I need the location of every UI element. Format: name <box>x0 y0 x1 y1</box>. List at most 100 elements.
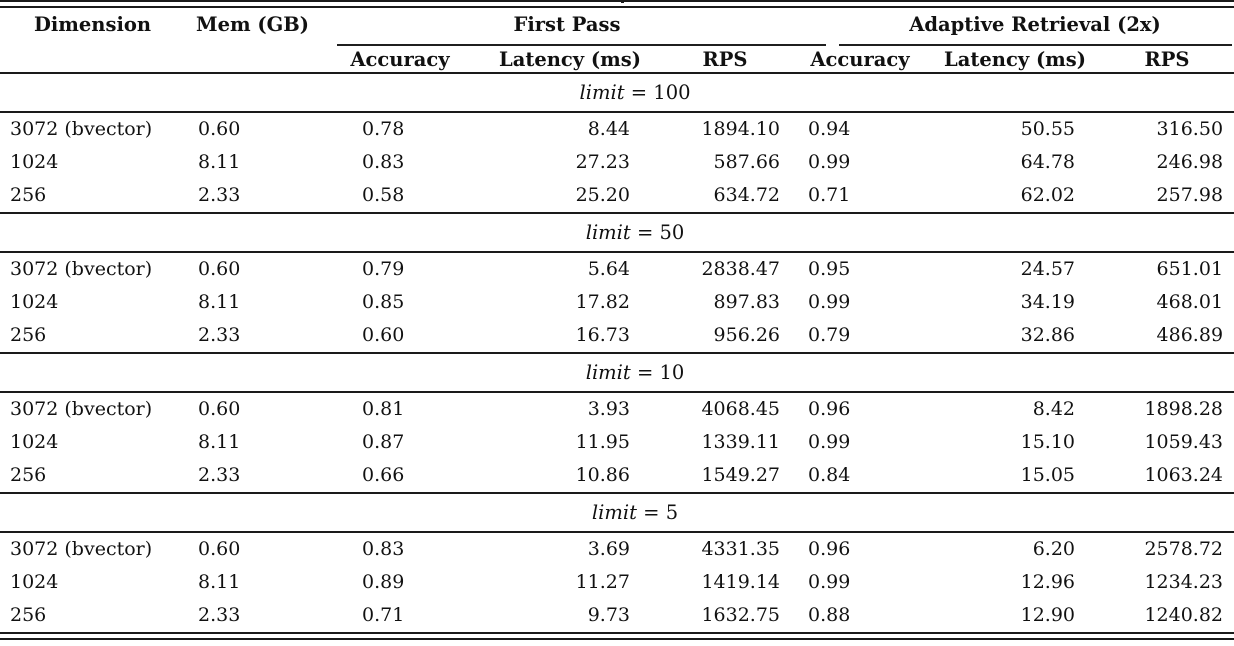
section-limit-label: limit = 50 <box>0 212 1234 253</box>
cell-fp-accuracy: 0.71 <box>362 604 405 626</box>
cell-ar-latency: 34.19 <box>1020 291 1076 313</box>
cell-fp-latency: 27.23 <box>575 151 630 173</box>
cell-dimension: 256 <box>10 324 47 346</box>
cell-fp-rps: 1339.11 <box>701 431 781 453</box>
cell-ar-rps: 257.98 <box>1156 184 1224 206</box>
cell-fp-latency: 11.27 <box>575 571 630 593</box>
cell-ar-rps: 316.50 <box>1156 118 1224 140</box>
cell-mem: 0.60 <box>198 538 241 560</box>
cell-fp-accuracy: 0.83 <box>362 151 405 173</box>
cell-fp-rps: 4331.35 <box>701 538 781 560</box>
cell-fp-latency: 25.20 <box>575 184 630 206</box>
cell-ar-rps: 468.01 <box>1156 291 1224 313</box>
cell-ar-latency: 6.20 <box>1032 538 1076 560</box>
group-header-adaptive-retrieval-label: Adaptive Retrieval (2x) <box>909 13 1161 37</box>
cmidrule-first-pass <box>337 44 826 46</box>
limit-word: limit <box>579 80 625 104</box>
limit-word: limit <box>585 220 631 244</box>
cell-fp-latency: 3.69 <box>587 538 630 560</box>
cell-mem: 8.11 <box>198 571 241 593</box>
cell-fp-accuracy: 0.66 <box>362 464 405 486</box>
cell-fp-accuracy: 0.83 <box>362 538 405 560</box>
table-row: 256 2.33 0.58 25.20 634.72 0.71 62.02 257.98 <box>0 179 1234 213</box>
cell-fp-latency: 11.95 <box>575 431 630 453</box>
table-row: 1024 8.11 0.83 27.23 587.66 0.99 64.78 246.98 <box>0 146 1234 179</box>
header-row-metrics: Accuracy Latency (ms) RPS Accuracy Laten… <box>0 48 1234 73</box>
cell-fp-rps: 1894.10 <box>701 118 781 140</box>
cell-mem: 2.33 <box>198 324 241 346</box>
cell-ar-latency: 32.86 <box>1020 324 1076 346</box>
cell-dimension: 3072 (bvector) <box>10 538 153 560</box>
cell-fp-accuracy: 0.79 <box>362 258 405 280</box>
table-row: 1024 8.11 0.87 11.95 1339.11 0.99 15.10 1059.43 <box>0 426 1234 459</box>
cell-ar-latency: 12.96 <box>1020 571 1076 593</box>
benchmark-results-table: Dimension Mem (GB) First Pass Adaptive R… <box>0 8 1234 632</box>
group-header-first-pass-label: First Pass <box>513 13 621 37</box>
column-header-ar-latency: Latency (ms) <box>944 48 1087 72</box>
cell-ar-accuracy: 0.96 <box>808 538 851 560</box>
section-header-row: limit = 50 <box>0 212 1234 253</box>
cell-ar-rps: 1234.23 <box>1144 571 1224 593</box>
header-row-groups: Dimension Mem (GB) First Pass Adaptive R… <box>0 8 1234 42</box>
limit-word: limit <box>585 360 631 384</box>
cell-dimension: 1024 <box>10 291 59 313</box>
cell-ar-rps: 1240.82 <box>1144 604 1224 626</box>
limit-value: = 10 <box>636 360 685 384</box>
cell-dimension: 1024 <box>10 151 59 173</box>
cell-fp-rps: 4068.45 <box>701 398 781 420</box>
cell-fp-accuracy: 0.87 <box>362 431 405 453</box>
cell-mem: 0.60 <box>198 118 241 140</box>
cell-ar-rps: 651.01 <box>1156 258 1224 280</box>
cell-dimension: 3072 (bvector) <box>10 258 153 280</box>
cell-ar-latency: 15.10 <box>1020 431 1076 453</box>
cell-ar-accuracy: 0.99 <box>808 291 851 313</box>
section-header-row: limit = 10 <box>0 352 1234 393</box>
cell-ar-accuracy: 0.99 <box>808 571 851 593</box>
table-row: 1024 8.11 0.89 11.27 1419.14 0.99 12.96 1234.23 <box>0 566 1234 599</box>
cell-fp-rps: 2838.47 <box>701 258 781 280</box>
cell-ar-rps: 1063.24 <box>1144 464 1224 486</box>
limit-word: limit <box>591 500 637 524</box>
cell-fp-rps: 956.26 <box>713 324 781 346</box>
table-row: 256 2.33 0.60 16.73 956.26 0.79 32.86 486.89 <box>0 319 1234 353</box>
cell-ar-accuracy: 0.96 <box>808 398 851 420</box>
column-header-fp-latency: Latency (ms) <box>499 48 641 72</box>
cell-fp-rps: 1419.14 <box>701 571 781 593</box>
table-row: 256 2.33 0.66 10.86 1549.27 0.84 15.05 1063.24 <box>0 459 1234 493</box>
cell-ar-latency: 62.02 <box>1020 184 1076 206</box>
cell-ar-accuracy: 0.84 <box>808 464 851 486</box>
limit-value: = 100 <box>630 80 691 104</box>
cell-fp-latency: 16.73 <box>575 324 630 346</box>
cell-mem: 0.60 <box>198 258 241 280</box>
cell-ar-rps: 246.98 <box>1156 151 1224 173</box>
cell-fp-rps: 634.72 <box>713 184 781 206</box>
cell-ar-latency: 50.55 <box>1020 118 1076 140</box>
cell-ar-accuracy: 0.99 <box>808 431 851 453</box>
top-rule <box>0 0 1234 8</box>
cell-dimension: 3072 (bvector) <box>10 118 153 140</box>
table-row: 3072 (bvector) 0.60 0.81 3.93 4068.45 0.96 8.4… <box>0 392 1234 426</box>
cell-fp-latency: 5.64 <box>587 258 630 280</box>
cell-ar-accuracy: 0.79 <box>808 324 851 346</box>
cell-mem: 2.33 <box>198 604 241 626</box>
cell-ar-accuracy: 0.88 <box>808 604 851 626</box>
cell-ar-latency: 24.57 <box>1020 258 1076 280</box>
bottom-rule <box>0 632 1234 640</box>
cell-fp-latency: 17.82 <box>575 291 630 313</box>
cell-ar-latency: 64.78 <box>1020 151 1076 173</box>
cell-ar-latency: 15.05 <box>1020 464 1076 486</box>
table-row: 1024 8.11 0.85 17.82 897.83 0.99 34.19 468.01 <box>0 286 1234 319</box>
cell-dimension: 1024 <box>10 571 59 593</box>
cell-fp-latency: 3.93 <box>587 398 630 420</box>
column-header-dimension: Dimension <box>33 13 152 37</box>
cell-ar-latency: 12.90 <box>1020 604 1076 626</box>
limit-value: = 5 <box>643 500 679 524</box>
cell-ar-rps: 2578.72 <box>1144 538 1224 560</box>
cell-mem: 8.11 <box>198 151 241 173</box>
cell-dimension: 256 <box>10 604 47 626</box>
column-header-ar-rps: RPS <box>1144 48 1190 72</box>
section-header-row: limit = 5 <box>0 492 1234 533</box>
column-header-mem: Mem (GB) <box>195 13 309 37</box>
cell-ar-rps: 1059.43 <box>1144 431 1224 453</box>
